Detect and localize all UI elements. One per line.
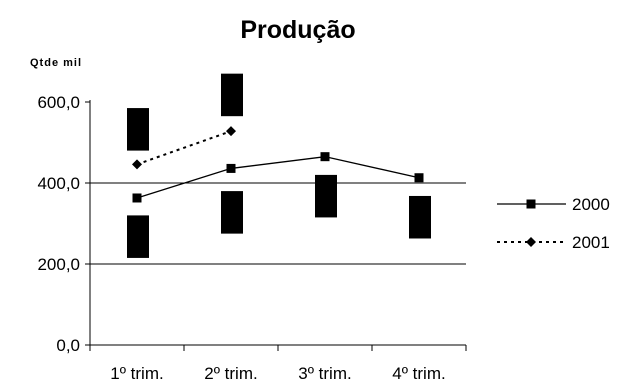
plot-area: 0,0 200,0 400,0 600,0 1º trim. 2º trim. 3º tri… bbox=[37, 73, 467, 383]
data-point-2001 bbox=[132, 159, 142, 170]
x-tick-label: 4º trim. bbox=[392, 364, 445, 383]
y-tick-label: 400,0 bbox=[37, 174, 80, 193]
data-label-block bbox=[221, 191, 243, 234]
data-point-2000 bbox=[226, 163, 236, 173]
series-line-2001 bbox=[136, 130, 232, 166]
x-tick-label: 1º trim. bbox=[110, 364, 163, 383]
data-point-2000 bbox=[132, 193, 142, 203]
x-tick-label: 2º trim. bbox=[204, 364, 257, 383]
y-tick-label: 200,0 bbox=[37, 255, 80, 274]
data-point-2000 bbox=[414, 173, 424, 183]
y-axis-label: Qtde mil bbox=[30, 57, 82, 69]
data-label-block bbox=[221, 73, 243, 117]
legend-label-2001: 2001 bbox=[572, 233, 610, 252]
data-label-block bbox=[127, 215, 149, 258]
data-label-block bbox=[409, 195, 431, 239]
legend-marker-2001 bbox=[526, 237, 536, 247]
x-tick-label: 3º trim. bbox=[298, 364, 351, 383]
legend-marker-2000 bbox=[526, 199, 536, 209]
series-line-2000 bbox=[136, 156, 420, 199]
data-label-block bbox=[315, 174, 337, 218]
chart-title: Produção bbox=[240, 16, 355, 44]
data-label-block bbox=[127, 108, 149, 151]
data-point-2000 bbox=[320, 152, 330, 162]
y-tick-label: 600,0 bbox=[37, 93, 80, 112]
y-tick-label: 0,0 bbox=[56, 336, 80, 355]
legend: 2000 2001 bbox=[497, 195, 610, 252]
legend-label-2000: 2000 bbox=[572, 195, 610, 214]
data-point-2001 bbox=[226, 126, 236, 137]
